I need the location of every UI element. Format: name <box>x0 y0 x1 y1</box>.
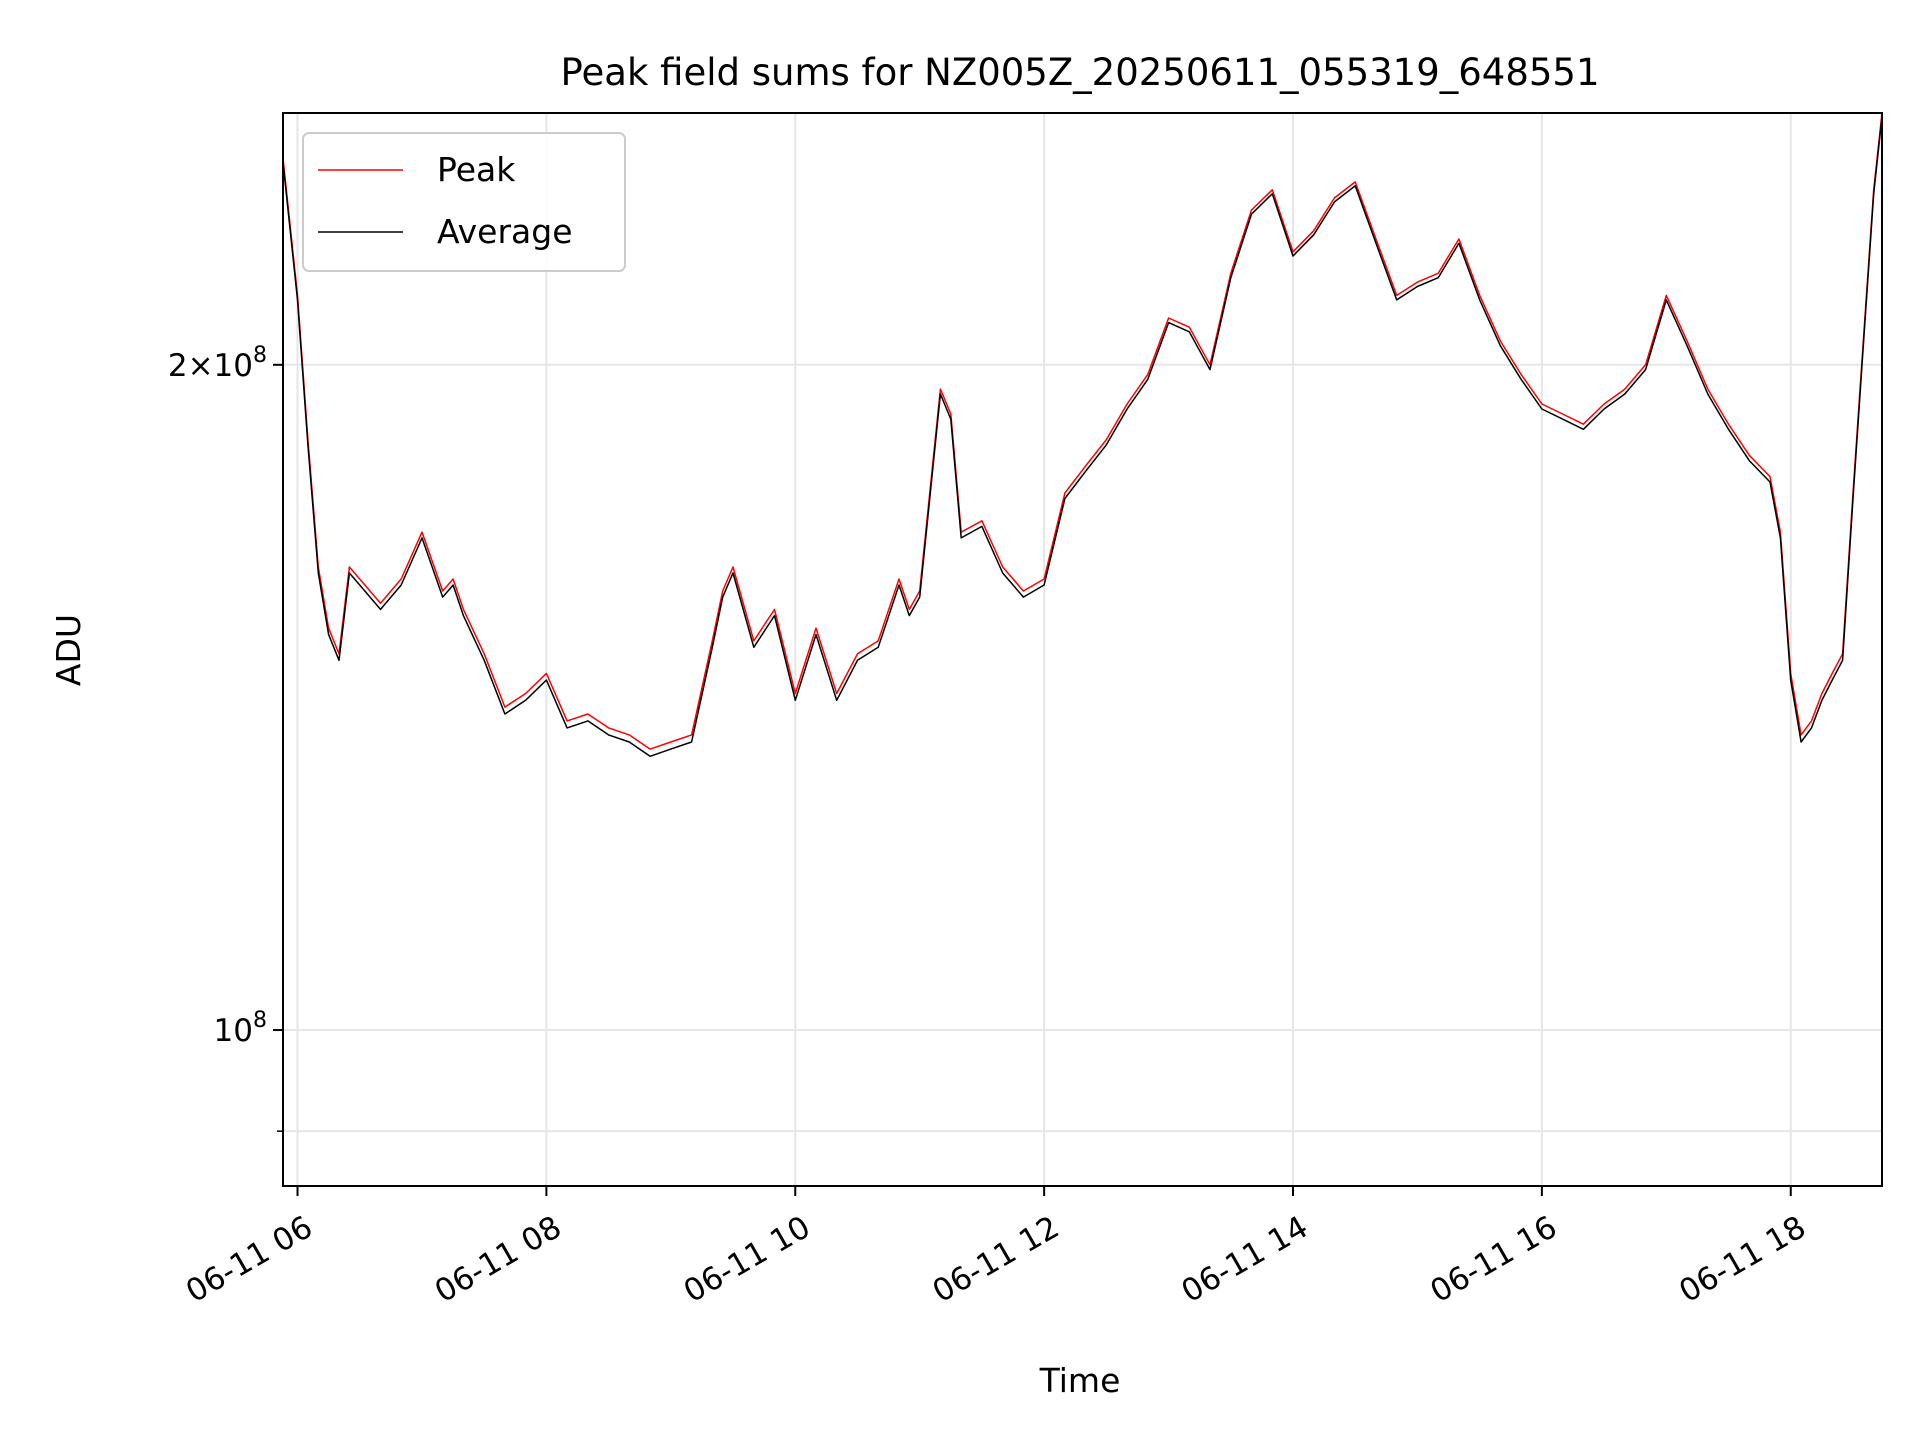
legend-peak-label: Peak <box>437 150 516 189</box>
x-axis-ticks: 06-11 06 06-11 08 06-11 10 06-11 12 06-11 14… <box>180 1186 1812 1310</box>
legend: Peak Average <box>302 132 626 272</box>
y-axis-ticks: 2×108 108 <box>168 343 283 1132</box>
grid <box>283 113 1882 1186</box>
x-tick-label: 06-11 10 <box>678 1209 817 1310</box>
legend-box <box>302 132 626 272</box>
axes-frame <box>282 112 1883 1187</box>
series-line-peak <box>282 112 1883 750</box>
legend-average-label: Average <box>437 212 573 251</box>
x-tick-label: 06-11 12 <box>927 1209 1066 1310</box>
x-tick-label: 06-11 06 <box>180 1209 319 1310</box>
x-axis-label: Time <box>1039 1361 1121 1400</box>
x-tick-label: 06-11 18 <box>1673 1209 1812 1310</box>
series-line-average <box>282 116 1883 758</box>
y-tick-label: 2×108 <box>168 343 267 384</box>
y-axis-label: ADU <box>49 614 88 686</box>
series-lines <box>282 112 1883 758</box>
x-tick-label: 06-11 08 <box>429 1209 568 1310</box>
chart-title: Peak field sums for NZ005Z_20250611_0553… <box>561 51 1600 94</box>
x-tick-label: 06-11 14 <box>1175 1209 1314 1310</box>
x-tick-label: 06-11 16 <box>1424 1209 1563 1310</box>
y-tick-label: 108 <box>214 1008 267 1049</box>
